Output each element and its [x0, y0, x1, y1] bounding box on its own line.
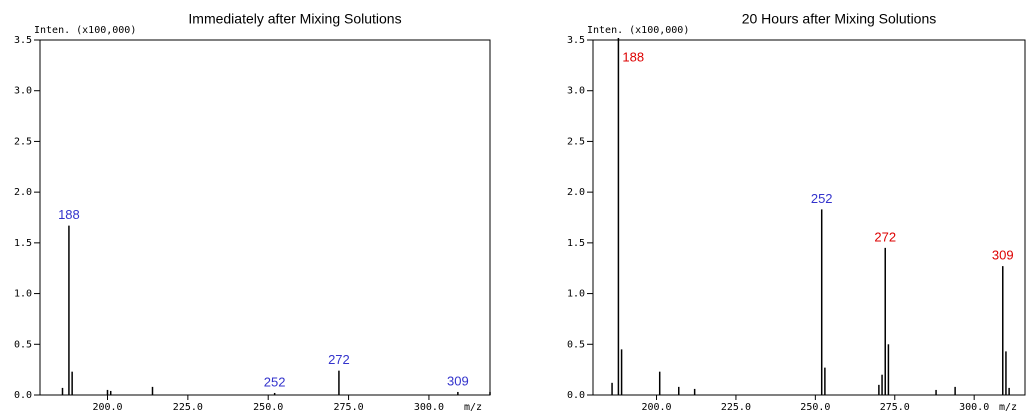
- x-axis-label: m/z: [464, 402, 482, 413]
- peak-label: 252: [811, 191, 833, 206]
- chart-title: 20 Hours after Mixing Solutions: [742, 11, 937, 27]
- y-tick-label: 2.0: [567, 187, 585, 198]
- y-tick-label: 1.5: [14, 238, 32, 249]
- y-axis-label: Inten. (x100,000): [587, 25, 689, 36]
- peak-label: 272: [874, 229, 896, 244]
- x-tick-label: 300.0: [414, 402, 444, 413]
- x-tick-label: 250.0: [800, 402, 830, 413]
- y-tick-label: 0.0: [567, 390, 585, 401]
- y-tick-label: 3.0: [567, 86, 585, 97]
- plot-frame: [39, 39, 491, 396]
- peak-label: 188: [622, 49, 644, 64]
- y-tick-label: 3.5: [14, 35, 32, 46]
- peak-label: 309: [992, 248, 1014, 263]
- y-axis-label: Inten. (x100,000): [34, 25, 136, 36]
- y-tick-label: 3.5: [567, 35, 585, 46]
- plot-frame: [592, 39, 1026, 396]
- y-tick-label: 0.5: [14, 339, 32, 350]
- y-tick-label: 0.0: [14, 390, 32, 401]
- peak-label: 309: [447, 373, 469, 388]
- x-tick-label: 250.0: [253, 402, 283, 413]
- y-tick-label: 2.5: [14, 136, 32, 147]
- x-axis-label: m/z: [999, 402, 1017, 413]
- peak-label: 188: [58, 207, 80, 222]
- peak-label: 252: [264, 374, 286, 389]
- x-tick-label: 275.0: [880, 402, 910, 413]
- y-tick-label: 2.5: [567, 136, 585, 147]
- x-tick-label: 275.0: [334, 402, 364, 413]
- chart-title: Immediately after Mixing Solutions: [188, 11, 401, 27]
- y-tick-label: 0.5: [567, 339, 585, 350]
- y-tick-label: 2.0: [14, 187, 32, 198]
- x-tick-label: 225.0: [173, 402, 203, 413]
- y-tick-label: 1.0: [14, 289, 32, 300]
- x-tick-label: 200.0: [92, 402, 122, 413]
- x-tick-label: 225.0: [721, 402, 751, 413]
- y-tick-label: 1.5: [567, 238, 585, 249]
- x-tick-label: 300.0: [959, 402, 989, 413]
- y-tick-label: 1.0: [567, 289, 585, 300]
- peak-label: 272: [328, 352, 350, 367]
- x-tick-label: 200.0: [641, 402, 671, 413]
- y-tick-label: 3.0: [14, 86, 32, 97]
